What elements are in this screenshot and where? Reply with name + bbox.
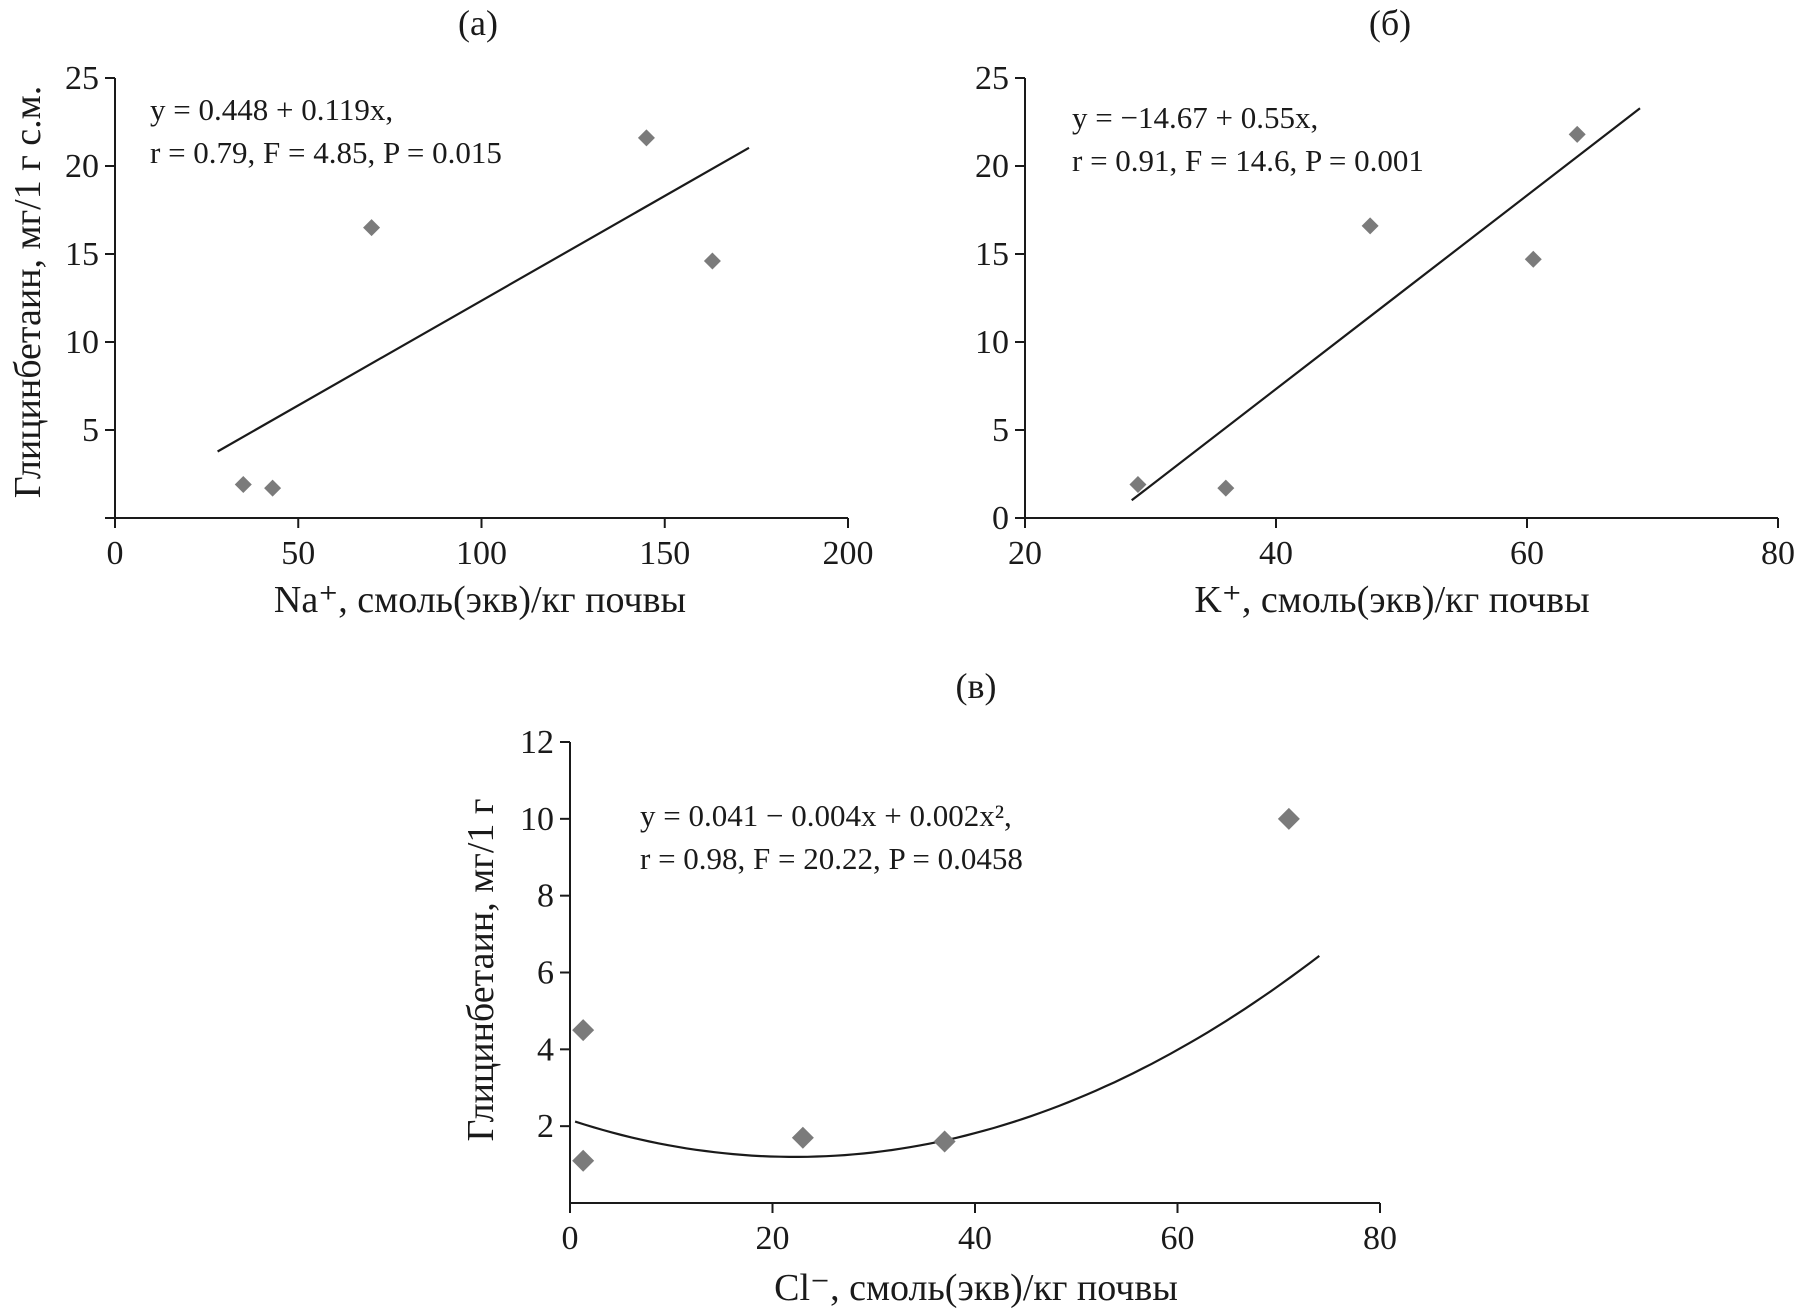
data-point-b-0 xyxy=(1129,476,1147,494)
x-tick-label-a-4: 200 xyxy=(823,535,874,572)
x-axis-title-a: Na⁺, смоль(экв)/кг почвы xyxy=(274,579,686,621)
y-tick-label-b-4: 20 xyxy=(975,148,1009,185)
y-tick-label-v-0: 2 xyxy=(537,1108,554,1145)
y-tick-label-a-5: 25 xyxy=(65,60,99,97)
x-tick-label-a-2: 100 xyxy=(456,535,507,572)
points-v xyxy=(572,807,1300,1172)
y-tick-label-v-2: 6 xyxy=(537,955,554,992)
y-tick-label-a-2: 10 xyxy=(65,324,99,361)
equation-line-2-b: r = 0.91, F = 14.6, P = 0.001 xyxy=(1072,143,1424,178)
x-tick-label-b-2: 60 xyxy=(1510,535,1544,572)
y-tick-label-b-5: 25 xyxy=(975,60,1009,97)
x-tick-label-v-0: 0 xyxy=(562,1220,579,1257)
y-tick-label-v-4: 10 xyxy=(520,801,554,838)
points-a xyxy=(234,129,721,497)
panel-label-a: (а) xyxy=(458,3,498,43)
y-tick-label-v-1: 4 xyxy=(537,1031,554,1068)
data-point-v-0 xyxy=(572,1019,595,1042)
x-tick-label-a-3: 150 xyxy=(639,535,690,572)
ticks-b: 20 40 60 80 0 5 10 15 20 25 xyxy=(975,60,1795,572)
data-point-b-2 xyxy=(1361,217,1379,235)
fit-b xyxy=(1131,107,1641,502)
equation-line-2-a: r = 0.79, F = 4.85, P = 0.015 xyxy=(150,135,502,170)
y-axis-title-v: Глицинбетаин, мг/1 г xyxy=(460,798,502,1141)
y-tick-label-b-0: 0 xyxy=(992,500,1009,537)
fit-line-a xyxy=(217,146,750,453)
fit-line-b xyxy=(1131,107,1641,502)
y-axis-title-a: Глицинбетаин, мг/1 г с.м. xyxy=(7,86,49,498)
data-point-b-3 xyxy=(1524,250,1542,268)
y-tick-label-b-2: 10 xyxy=(975,324,1009,361)
x-tick-label-b-1: 40 xyxy=(1259,535,1293,572)
data-point-v-1 xyxy=(572,1149,595,1172)
x-axis-title-v: Cl⁻, смоль(экв)/кг почвы xyxy=(774,1267,1178,1309)
x-axis-title-b: K⁺, смоль(экв)/кг почвы xyxy=(1194,579,1589,621)
panel-label-b: (б) xyxy=(1369,3,1411,43)
equation-line-2-v: r = 0.98, F = 20.22, P = 0.0458 xyxy=(640,841,1023,876)
y-tick-label-b-1: 5 xyxy=(992,412,1009,449)
y-tick-label-b-3: 15 xyxy=(975,236,1009,273)
panel-label-v: (в) xyxy=(956,666,997,706)
data-point-a-2 xyxy=(363,219,381,237)
chart-panel-b: (б) 20 40 60 80 0 5 10 15 20 25 y = −14.67 + 0.55… xyxy=(975,3,1795,621)
x-tick-label-a-0: 0 xyxy=(107,535,124,572)
y-tick-label-v-5: 12 xyxy=(520,724,554,761)
x-tick-label-v-3: 60 xyxy=(1161,1220,1195,1257)
x-tick-label-b-0: 20 xyxy=(1008,535,1042,572)
fit-a xyxy=(217,146,750,453)
data-point-b-1 xyxy=(1217,479,1235,497)
chart-panel-a: (а) 0 50 100 150 200 5 10 15 20 25 y = 0.448 + 0.… xyxy=(7,3,874,621)
equation-line-1-v: y = 0.041 − 0.004x + 0.002x², xyxy=(640,798,1012,833)
chart-panel-v: (в) 0 20 40 60 80 2 4 6 8 10 12 y = 0.041 − 0.004x… xyxy=(460,666,1397,1309)
y-tick-label-v-3: 8 xyxy=(537,878,554,915)
data-point-a-1 xyxy=(264,479,282,497)
data-point-b-4 xyxy=(1568,125,1586,143)
ticks-a: 0 50 100 150 200 5 10 15 20 25 xyxy=(65,60,874,572)
x-tick-label-v-1: 20 xyxy=(756,1220,790,1257)
data-point-v-2 xyxy=(791,1126,814,1149)
data-point-v-4 xyxy=(1277,807,1300,830)
x-tick-label-a-1: 50 xyxy=(281,535,315,572)
equation-line-1-a: y = 0.448 + 0.119x, xyxy=(150,92,393,127)
x-tick-label-v-4: 80 xyxy=(1363,1220,1397,1257)
x-tick-label-b-3: 80 xyxy=(1761,535,1795,572)
data-point-v-3 xyxy=(933,1130,956,1153)
y-tick-label-a-1: 5 xyxy=(82,412,99,449)
points-b xyxy=(1129,125,1586,497)
x-tick-label-v-2: 40 xyxy=(958,1220,992,1257)
fit-v xyxy=(574,955,1320,1158)
ticks-v: 0 20 40 60 80 2 4 6 8 10 12 xyxy=(520,724,1397,1257)
data-point-a-0 xyxy=(234,476,252,494)
y-tick-label-a-3: 15 xyxy=(65,236,99,273)
data-point-a-4 xyxy=(703,252,721,270)
equation-line-1-b: y = −14.67 + 0.55x, xyxy=(1072,100,1318,135)
data-point-a-3 xyxy=(637,129,655,147)
fit-line-v xyxy=(574,955,1320,1158)
y-tick-label-a-4: 20 xyxy=(65,148,99,185)
